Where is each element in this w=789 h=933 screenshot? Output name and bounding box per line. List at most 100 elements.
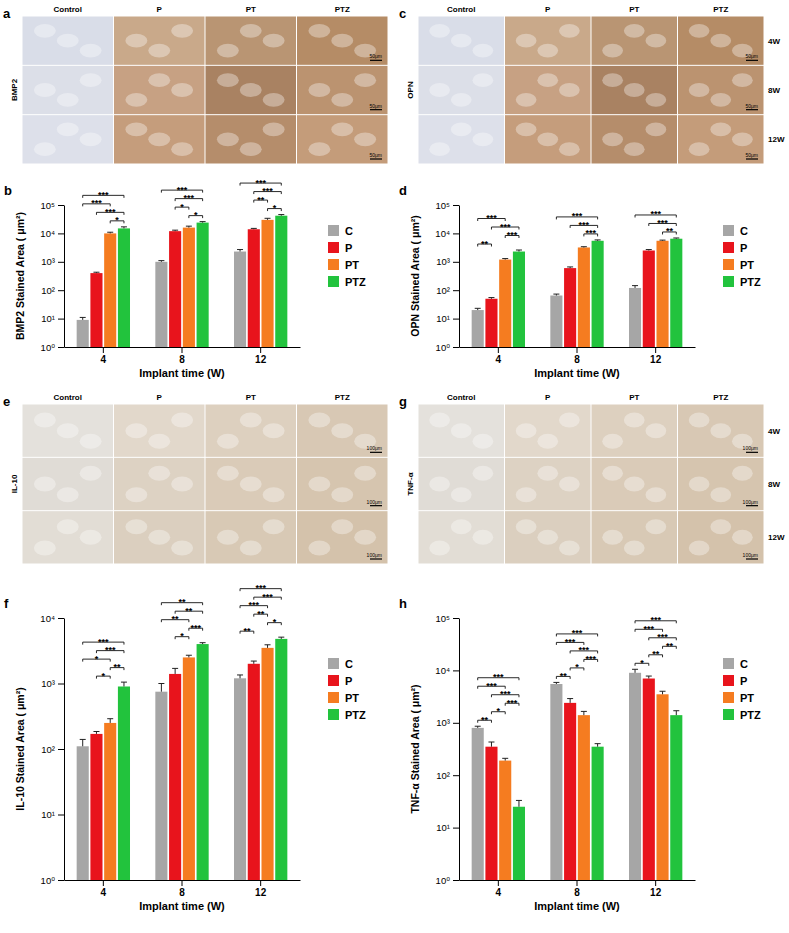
- y-tick: 10²: [41, 285, 64, 296]
- column-header: PTZ: [713, 393, 728, 402]
- chart: 10⁰10¹10²10³10⁴4812*********************…: [4, 583, 366, 912]
- significance-label: ***: [657, 632, 668, 642]
- y-axis-line: [64, 206, 65, 348]
- significance-label: *: [273, 617, 277, 627]
- significance-label: ***: [500, 689, 511, 699]
- error-bar: [488, 298, 494, 299]
- tissue-texture: [537, 434, 558, 449]
- significance-label: ***: [486, 213, 497, 223]
- image-panel: eIL-10ControlPPTPTZ100μm100μm100μm: [3, 393, 388, 564]
- error-cap: [265, 644, 271, 645]
- micrograph: [114, 115, 205, 163]
- y-tick-mark: [58, 815, 64, 816]
- tissue-texture: [263, 123, 285, 137]
- scale-bar: [370, 558, 382, 559]
- y-tick-label: 10¹: [41, 313, 55, 324]
- bar: [155, 262, 167, 347]
- tissue-texture: [451, 34, 472, 48]
- row-time-label: 8W: [768, 86, 780, 95]
- tissue-texture: [217, 434, 239, 449]
- legend-label: P: [345, 675, 352, 687]
- tissue-texture: [80, 466, 102, 481]
- tissue-texture: [331, 519, 353, 534]
- error-cap: [646, 676, 652, 677]
- y-tick-label: 10³: [41, 256, 55, 267]
- error-bar: [172, 668, 178, 674]
- image-panel: gTNF-αControlPPTPTZ100μm4W100μm8W100μm12…: [399, 393, 785, 564]
- bar: [564, 268, 576, 347]
- micrograph: [114, 511, 205, 563]
- bar: [77, 746, 89, 880]
- tissue-texture: [429, 24, 450, 38]
- x-tick-mark: [103, 880, 104, 886]
- tissue-texture: [645, 123, 666, 137]
- y-tick: 10⁴: [435, 665, 459, 676]
- y-tick-mark: [58, 347, 64, 348]
- x-axis-title: Implant time (W): [139, 900, 225, 912]
- column-header: Control: [447, 393, 475, 402]
- plot-area: [472, 238, 683, 347]
- y-tick-mark: [58, 319, 64, 320]
- error-bar: [553, 294, 559, 295]
- scale-bar: [370, 109, 382, 110]
- error-cap: [237, 674, 243, 675]
- y-tick-mark: [453, 775, 459, 776]
- error-cap: [516, 250, 522, 251]
- x-tick-mark: [260, 347, 261, 353]
- bar: [513, 807, 525, 880]
- error-cap: [265, 218, 271, 219]
- tissue-texture: [148, 530, 170, 545]
- bar: [550, 296, 562, 347]
- micrograph: [678, 66, 764, 114]
- y-tick-mark: [453, 828, 459, 829]
- bar: [118, 228, 130, 347]
- micrograph: [678, 405, 764, 457]
- y-tick-mark: [58, 205, 64, 206]
- x-axis: 4812: [460, 880, 696, 898]
- column-header: P: [157, 393, 163, 402]
- tissue-texture: [710, 34, 731, 48]
- y-tick-label: 10⁵: [40, 200, 55, 211]
- tissue-texture: [689, 477, 710, 492]
- x-tick-mark: [260, 880, 261, 886]
- plot-area: [77, 637, 288, 880]
- y-axis-title: BMP2 Stained Area ( μm²): [14, 212, 26, 340]
- legend-swatch: [723, 675, 734, 686]
- micrograph: [23, 115, 114, 163]
- column-header: PT: [629, 393, 639, 402]
- tissue-texture: [624, 83, 645, 97]
- bar: [234, 678, 246, 880]
- error-bar: [186, 226, 192, 227]
- error-bar: [107, 719, 113, 723]
- tissue-texture: [516, 519, 537, 534]
- micrograph: [419, 66, 505, 114]
- tissue-texture: [624, 24, 645, 38]
- error-cap: [502, 758, 508, 759]
- error-stem: [123, 682, 124, 686]
- tissue-texture: [331, 34, 353, 48]
- chart: 10⁰10¹10²10³10⁴10⁵4812******************…: [399, 596, 761, 912]
- error-bar: [553, 682, 559, 684]
- significance-label: *: [115, 215, 119, 225]
- tissue-texture: [171, 477, 193, 492]
- micrograph: [206, 405, 297, 457]
- micrograph: [206, 458, 297, 510]
- tissue-texture: [559, 541, 580, 556]
- significance-label: **: [481, 715, 489, 725]
- micrograph: [505, 66, 591, 114]
- y-tick-label: 10²: [41, 744, 55, 755]
- significance-label: **: [178, 597, 186, 607]
- x-tick-label: 8: [574, 354, 580, 365]
- y-tick-label: 10⁴: [435, 228, 450, 239]
- significance-label: ***: [650, 209, 661, 219]
- micrograph: [206, 66, 297, 114]
- x-tick: 12: [650, 880, 662, 898]
- error-cap: [475, 726, 481, 727]
- column-header: Control: [54, 393, 82, 402]
- tissue-texture: [559, 413, 580, 428]
- significance-label: **: [481, 239, 489, 249]
- y-tick-label: 10²: [436, 285, 450, 296]
- tissue-texture: [602, 132, 623, 146]
- micrograph: [206, 511, 297, 563]
- tissue-texture: [331, 423, 353, 438]
